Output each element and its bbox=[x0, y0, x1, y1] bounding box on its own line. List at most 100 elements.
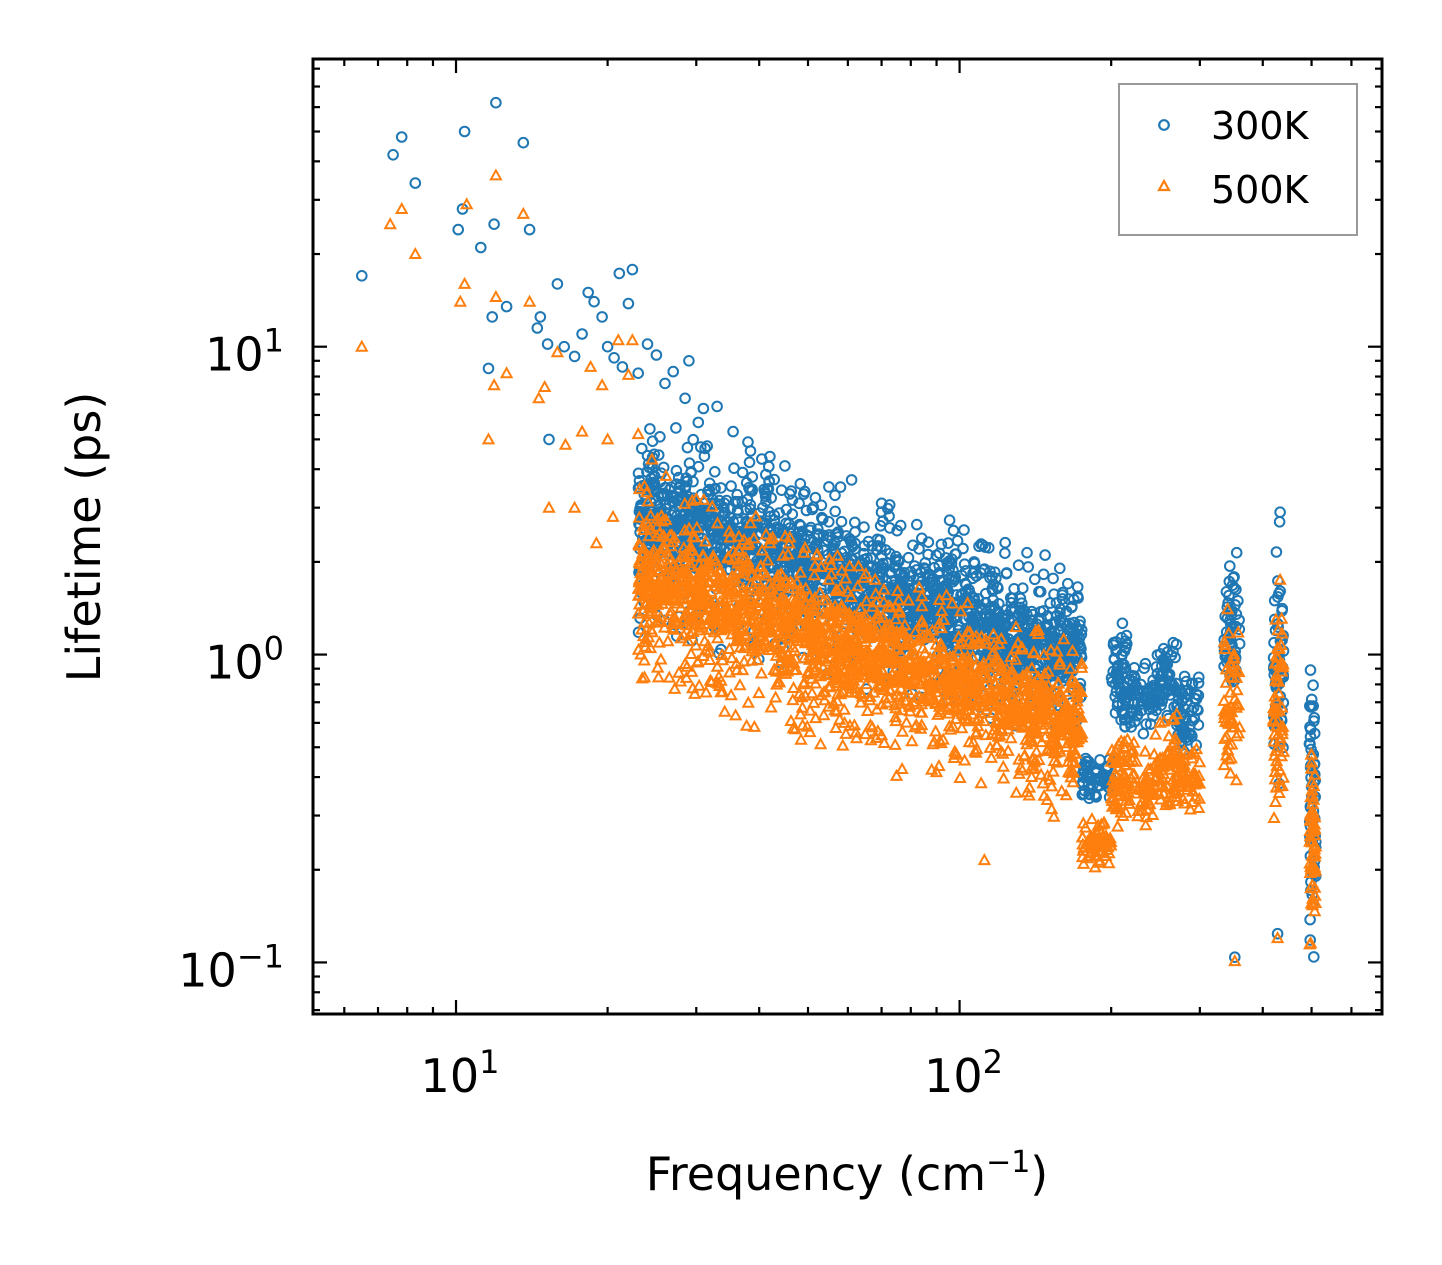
point-500k bbox=[1183, 771, 1197, 784]
point-500k bbox=[789, 662, 804, 675]
point-500k bbox=[783, 618, 797, 631]
point-500k bbox=[813, 585, 827, 598]
point-500k bbox=[688, 613, 702, 626]
point-500k bbox=[966, 636, 980, 649]
point-300k bbox=[1185, 728, 1197, 740]
point-500k bbox=[755, 606, 769, 619]
point-500k bbox=[1276, 719, 1290, 732]
point-500k bbox=[1036, 702, 1050, 715]
point-500k bbox=[1222, 752, 1236, 765]
point-500k bbox=[1113, 782, 1128, 795]
point-500k bbox=[747, 531, 761, 544]
point-500k bbox=[710, 574, 725, 587]
point-500k bbox=[659, 468, 673, 481]
point-500k bbox=[583, 359, 598, 372]
point-500k bbox=[1111, 799, 1126, 812]
point-500k bbox=[685, 493, 699, 506]
point-500k bbox=[658, 573, 672, 586]
point-500k bbox=[1018, 701, 1032, 714]
point-300k bbox=[971, 610, 983, 622]
point-500k bbox=[996, 771, 1011, 784]
point-500k bbox=[1083, 834, 1097, 847]
point-500k bbox=[1228, 954, 1242, 967]
point-300k bbox=[608, 352, 620, 364]
point-300k bbox=[636, 442, 648, 455]
point-500k bbox=[1004, 731, 1018, 744]
point-500k bbox=[1231, 726, 1246, 739]
point-500k bbox=[1174, 765, 1189, 778]
point-300k bbox=[969, 616, 981, 629]
point-500k bbox=[795, 718, 810, 731]
point-500k bbox=[1025, 661, 1039, 674]
point-300k bbox=[1304, 664, 1317, 676]
point-500k bbox=[928, 724, 943, 737]
point-500k bbox=[1047, 809, 1061, 822]
point-500k bbox=[1085, 833, 1099, 846]
point-500k bbox=[774, 664, 789, 677]
point-300k bbox=[829, 505, 842, 518]
point-500k bbox=[849, 725, 863, 738]
point-300k bbox=[523, 223, 536, 236]
point-500k bbox=[636, 541, 651, 554]
point-300k bbox=[687, 433, 700, 446]
point-500k bbox=[771, 603, 785, 616]
point-300k bbox=[356, 270, 368, 282]
point-300k bbox=[746, 471, 759, 483]
point-300k bbox=[1178, 670, 1191, 683]
point-300k bbox=[1045, 626, 1057, 639]
point-500k bbox=[1010, 696, 1024, 709]
point-500k bbox=[874, 728, 889, 741]
point-500k bbox=[935, 603, 949, 616]
point-500k bbox=[1269, 673, 1283, 686]
point-300k bbox=[1083, 792, 1095, 805]
point-300k bbox=[632, 467, 645, 480]
point-500k bbox=[1090, 849, 1105, 862]
point-500k bbox=[986, 693, 1001, 706]
point-500k bbox=[1230, 683, 1244, 696]
point-500k bbox=[808, 558, 822, 571]
point-500k bbox=[809, 711, 823, 724]
point-300k bbox=[815, 582, 827, 595]
point-500k bbox=[1091, 831, 1106, 844]
point-500k bbox=[735, 663, 750, 676]
point-300k bbox=[475, 241, 487, 254]
point-500k bbox=[1304, 747, 1319, 760]
point-300k bbox=[838, 545, 851, 558]
point-500k bbox=[1049, 745, 1063, 758]
point-500k bbox=[645, 452, 659, 465]
point-300k bbox=[849, 526, 861, 538]
point-500k bbox=[838, 616, 852, 629]
point-500k bbox=[962, 653, 976, 666]
point-500k bbox=[890, 687, 904, 700]
point-300k bbox=[672, 471, 685, 484]
point-300k bbox=[659, 377, 671, 390]
point-500k bbox=[957, 753, 972, 766]
point-500k bbox=[682, 521, 696, 534]
point-500k bbox=[684, 603, 698, 616]
point-500k bbox=[739, 718, 754, 731]
point-500k bbox=[1221, 715, 1235, 728]
point-500k bbox=[1305, 835, 1319, 848]
point-300k bbox=[1094, 754, 1106, 766]
point-300k bbox=[1116, 617, 1129, 630]
point-500k bbox=[457, 276, 472, 289]
point-500k bbox=[1218, 637, 1232, 650]
point-500k bbox=[886, 654, 901, 667]
point-500k bbox=[721, 590, 735, 603]
point-500k bbox=[983, 690, 997, 703]
point-500k bbox=[1275, 626, 1289, 639]
point-500k bbox=[860, 703, 875, 716]
point-300k bbox=[1054, 607, 1066, 619]
point-500k bbox=[1157, 786, 1171, 799]
point-500k bbox=[865, 667, 879, 680]
point-500k bbox=[895, 761, 909, 774]
point-500k bbox=[916, 619, 930, 632]
point-500k bbox=[1044, 643, 1058, 656]
point-500k bbox=[677, 549, 691, 562]
point-500k bbox=[1308, 904, 1322, 917]
point-500k bbox=[674, 631, 688, 644]
point-500k bbox=[808, 649, 822, 662]
point-500k bbox=[1153, 715, 1167, 728]
point-500k bbox=[651, 660, 665, 673]
point-300k bbox=[711, 541, 723, 554]
